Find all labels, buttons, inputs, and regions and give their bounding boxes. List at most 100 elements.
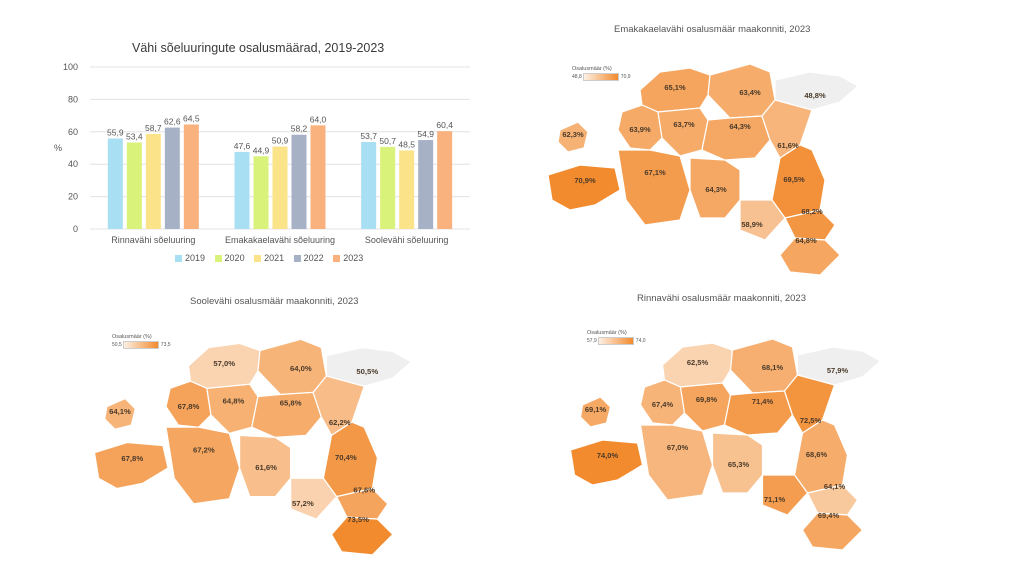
county-value-label: 64,1% [824, 482, 846, 491]
county-value-label: 61,6% [255, 463, 277, 472]
county-value-label: 64,3% [729, 122, 751, 131]
bar-value-label: 55,9 [107, 127, 124, 137]
county-value-label: 69,1% [585, 405, 607, 414]
cervical-map-scale: Osalusmäär (%) 48,8 70,9 [572, 66, 631, 81]
county-value-label: 61,6% [777, 141, 799, 150]
county-value-label: 62,5% [687, 358, 709, 367]
county-value-label: 67,0% [667, 443, 689, 452]
county-region [238, 434, 292, 498]
bar [145, 133, 161, 229]
colorectal-map-title: Soolevähi osalusmäär maakonniti, 2023 [190, 296, 359, 307]
scale-max: 74,0 [635, 338, 646, 344]
county-region [739, 199, 786, 241]
legend-swatch [293, 255, 301, 262]
county-value-label: 74,0% [597, 451, 619, 460]
scale-min: 57,9 [587, 338, 597, 344]
county-region [569, 439, 644, 486]
colorectal-map: 57,0% 64,0% 50,5% 64,1% 67,8% 64,8% 65,8% 62,2%… [93, 338, 413, 556]
county-region [617, 149, 691, 226]
breast-map-title: Rinnavähi osalusmäär maakonniti, 2023 [637, 293, 806, 304]
county-value-label: 68,1% [762, 363, 784, 372]
legend-swatch [333, 255, 341, 262]
county-value-label: 70,4% [335, 453, 357, 462]
breast-map-scale: Osalusmäär (%) 57,9 74,0 [587, 330, 646, 345]
legend-label: 2021 [264, 253, 285, 263]
bar [418, 140, 434, 229]
county-region [579, 396, 612, 428]
county-value-label: 57,2% [292, 499, 314, 508]
legend-label: 2023 [343, 253, 364, 263]
county-region [639, 424, 714, 501]
county-region [801, 512, 864, 551]
bar [380, 146, 396, 229]
county-region [784, 209, 836, 241]
county-region [93, 441, 169, 490]
bar-value-label: 53,4 [126, 131, 143, 141]
bar-value-label: 48,5 [398, 139, 415, 149]
legend-swatch [175, 255, 182, 262]
legend-swatch [254, 255, 262, 262]
bar-value-label: 54,9 [417, 129, 434, 139]
county-value-label: 64,8% [795, 236, 817, 245]
county-value-label: 70,9% [574, 176, 596, 185]
county-value-label: 62,2% [329, 418, 351, 427]
county-value-label: 69,5% [783, 175, 805, 184]
x-tick-label: Rinnavähi sõeluuring [111, 235, 195, 245]
county-value-label: 65,1% [664, 83, 686, 92]
county-value-label: 64,0% [290, 364, 312, 373]
x-tick-label: Soolevähi sõeluuring [365, 235, 449, 245]
county-region [557, 121, 589, 153]
county-region [547, 164, 621, 211]
bar-value-label: 44,9 [253, 145, 270, 155]
county-value-label: 73,5% [347, 515, 369, 524]
county-value-label: 57,9% [827, 366, 849, 375]
county-value-label: 58,9% [741, 220, 763, 229]
county-region [639, 379, 686, 426]
bar [361, 142, 377, 229]
county-region [779, 237, 841, 276]
county-value-label: 67,6% [353, 486, 375, 495]
county-value-label: 62,3% [562, 130, 584, 139]
county-value-label: 63,7% [673, 120, 695, 129]
county-value-label: 67,1% [644, 168, 666, 177]
bar [164, 127, 180, 229]
scale-title: Osalusmäär (%) [572, 66, 612, 72]
legend-swatch [214, 255, 222, 262]
bar [272, 146, 288, 229]
legend-item-2019: 2019 [175, 253, 205, 263]
county-region [711, 432, 764, 494]
county-region [806, 484, 859, 516]
county-value-label: 48,8% [804, 91, 826, 100]
bar-chart-title: Vähi sõeluuringute osalusmäärad, 2019-20… [132, 41, 385, 55]
bar-value-label: 64,0 [310, 114, 327, 124]
county-value-label: 50,5% [356, 367, 378, 376]
county-value-label: 68,6% [806, 450, 828, 459]
y-tick-label: 40 [68, 159, 78, 169]
breast-map: 62,5% 68,1% 57,9% 69,1% 67,4% 69,8% 71,4% 72,5%… [569, 338, 882, 551]
bar-value-label: 62,6 [164, 117, 181, 127]
bar-value-label: 58,2 [291, 124, 308, 134]
bar [253, 156, 269, 229]
county-value-label: 67,8% [178, 402, 200, 411]
county-value-label: 67,2% [193, 446, 215, 455]
legend-item-2020: 2020 [214, 253, 245, 263]
county-region [701, 115, 771, 161]
county-value-label: 63,9% [629, 125, 651, 134]
bar [126, 142, 142, 229]
county-region [206, 383, 259, 434]
scale-gradient [598, 337, 635, 345]
legend-label: 2022 [303, 253, 324, 263]
bar [437, 131, 453, 229]
scale-gradient [583, 73, 620, 81]
y-tick-label: 80 [68, 94, 78, 104]
y-tick-label: 60 [68, 127, 78, 137]
county-region [165, 380, 212, 428]
county-value-label: 65,8% [280, 399, 302, 408]
bar-value-label: 60,4 [436, 120, 453, 130]
county-region [335, 487, 389, 520]
bar [399, 150, 415, 229]
county-value-label: 57,0% [213, 359, 235, 368]
y-axis-label: % [54, 143, 62, 153]
county-region [251, 391, 322, 439]
county-value-label: 71,4% [752, 397, 774, 406]
